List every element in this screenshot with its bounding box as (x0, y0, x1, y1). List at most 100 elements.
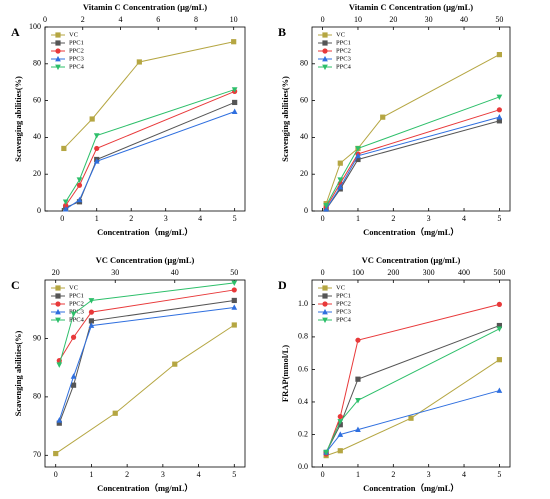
marker (62, 199, 69, 205)
y-tick-label: 80 (33, 392, 41, 401)
marker (496, 52, 502, 58)
marker (93, 133, 100, 139)
legend-label: PPC1 (69, 292, 84, 299)
panel-label: D (278, 278, 287, 292)
series-line (325, 54, 500, 204)
marker (88, 318, 95, 324)
marker (337, 448, 343, 454)
series-line (325, 325, 500, 453)
marker (231, 287, 237, 293)
marker (323, 203, 330, 209)
legend-label: VC (336, 284, 345, 291)
marker (55, 285, 61, 291)
marker (136, 59, 142, 65)
marker (93, 158, 100, 164)
x2-tick-label: 100 (352, 268, 364, 277)
marker (88, 298, 95, 304)
x-tick-label: 3 (161, 470, 165, 479)
marker (55, 40, 61, 46)
series-line (325, 96, 500, 206)
marker (337, 419, 344, 425)
marker (55, 32, 61, 38)
marker (322, 64, 328, 71)
marker (231, 39, 237, 45)
y-tick-label: 60 (33, 95, 41, 104)
marker (56, 417, 63, 423)
x2-tick-label: 500 (493, 268, 505, 277)
marker (355, 397, 361, 404)
x2-axis-title: VC Concentration (μg/mL) (362, 255, 461, 265)
marker (323, 206, 330, 212)
y-tick-label: 40 (33, 132, 41, 141)
x-tick-label: 1 (95, 214, 99, 223)
series-line (65, 111, 235, 210)
x2-tick-label: 40 (460, 15, 468, 24)
marker (496, 326, 503, 332)
marker (70, 373, 77, 379)
x-tick-label: 5 (232, 470, 236, 479)
marker (496, 322, 502, 329)
series-line (58, 282, 235, 365)
marker (76, 182, 83, 188)
marker (496, 387, 503, 393)
x2-tick-label: 40 (171, 268, 179, 277)
x2-tick-label: 50 (230, 268, 238, 277)
x-tick-label: 0 (321, 214, 325, 223)
marker (231, 108, 238, 114)
marker (55, 308, 61, 315)
marker (337, 183, 344, 190)
marker (496, 107, 502, 113)
marker (56, 362, 63, 368)
marker (89, 116, 95, 122)
legend-label: PPC1 (336, 292, 351, 299)
legend-label: PPC1 (69, 39, 84, 46)
series-line (63, 41, 234, 149)
marker (496, 94, 503, 101)
x-axis-title: Concentration（mg/mL） (97, 483, 193, 493)
marker (322, 285, 328, 291)
marker (76, 196, 83, 203)
marker (88, 309, 95, 315)
legend-label: PPC1 (336, 39, 351, 46)
y-tick-label: 40 (300, 132, 308, 141)
x2-tick-label: 0 (321, 268, 325, 277)
marker (55, 293, 61, 299)
marker (496, 301, 502, 307)
y-tick-label: 0 (37, 206, 41, 215)
x2-axis-title: Vitamin C Concentration (μg/mL) (349, 2, 473, 12)
x-tick-label: 3 (427, 214, 431, 223)
series-line (325, 359, 500, 457)
marker (355, 426, 361, 432)
marker (61, 145, 67, 152)
y-tick-label: 0.6 (298, 364, 308, 373)
marker (53, 450, 59, 457)
x2-tick-label: 400 (458, 268, 470, 277)
plot-frame (44, 26, 246, 212)
panel-label: A (11, 25, 20, 39)
x-tick-label: 0 (60, 214, 64, 223)
x2-tick-label: 30 (111, 268, 119, 277)
plot-frame (311, 26, 511, 212)
y-tick-label: 70 (33, 450, 41, 459)
series-line (325, 109, 500, 208)
x-tick-label: 0 (54, 470, 58, 479)
legend-label: PPC4 (336, 316, 352, 323)
x-tick-label: 4 (462, 214, 466, 223)
x2-tick-label: 10 (354, 15, 362, 24)
x2-tick-label: 6 (156, 15, 160, 24)
legend-label: PPC4 (336, 63, 352, 70)
marker (70, 311, 77, 318)
marker (232, 99, 238, 106)
y-tick-label: 0 (304, 206, 308, 215)
x-tick-label: 2 (391, 214, 395, 223)
marker (55, 64, 61, 71)
series-line (65, 89, 235, 203)
legend-label: PPC4 (69, 316, 85, 323)
plot-frame (311, 279, 511, 468)
x2-tick-label: 0 (321, 15, 325, 24)
marker (323, 450, 330, 456)
marker (322, 293, 328, 299)
marker (62, 206, 69, 212)
marker (63, 202, 69, 209)
